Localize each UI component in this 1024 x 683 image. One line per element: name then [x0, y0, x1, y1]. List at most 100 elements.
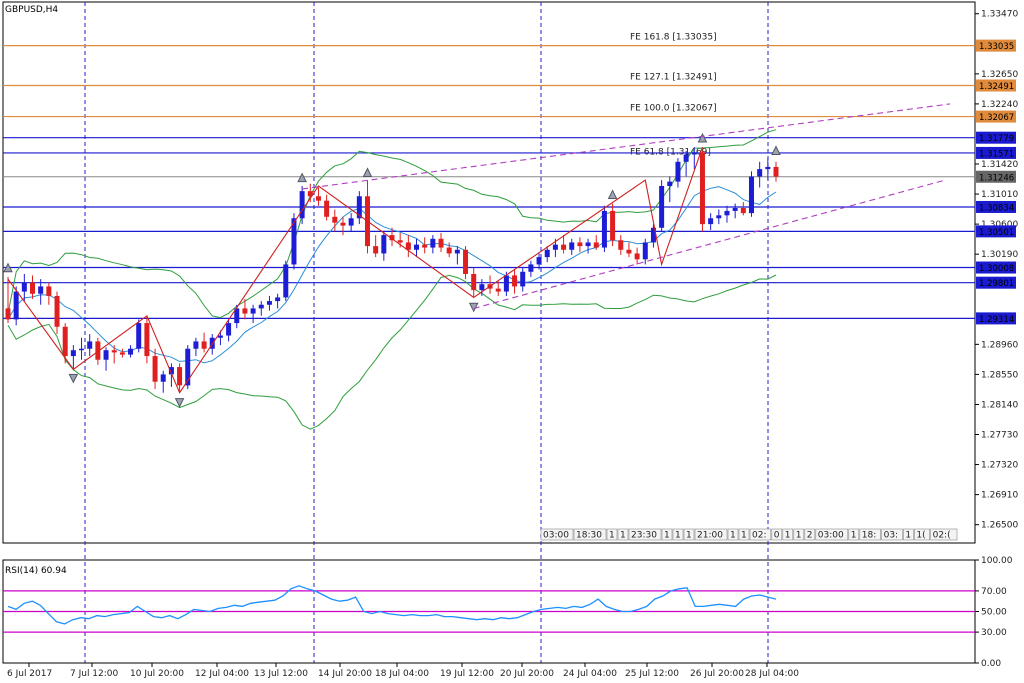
candle[interactable]: [405, 235, 411, 258]
candle[interactable]: [21, 273, 27, 302]
candle[interactable]: [168, 363, 174, 387]
time-marker[interactable]: [540, 528, 574, 541]
candle[interactable]: [144, 315, 150, 364]
candle[interactable]: [275, 293, 281, 309]
candle[interactable]: [520, 268, 526, 292]
candle[interactable]: [87, 334, 93, 357]
time-marker[interactable]: [815, 528, 849, 541]
candle[interactable]: [634, 247, 640, 265]
candle[interactable]: [250, 304, 256, 324]
candle[interactable]: [46, 282, 52, 305]
candle[interactable]: [454, 246, 460, 265]
candle[interactable]: [601, 205, 607, 252]
candle[interactable]: [38, 279, 44, 305]
candle[interactable]: [512, 269, 518, 294]
candle[interactable]: [422, 237, 428, 254]
time-marker[interactable]: [914, 528, 930, 541]
time-marker[interactable]: [881, 528, 903, 541]
candle[interactable]: [193, 337, 199, 357]
candle[interactable]: [593, 235, 599, 250]
candle[interactable]: [160, 370, 166, 393]
time-marker[interactable]: [573, 528, 607, 541]
candle[interactable]: [283, 260, 289, 302]
time-marker[interactable]: [672, 528, 684, 541]
time-marker[interactable]: [617, 528, 629, 541]
candle[interactable]: [544, 246, 550, 263]
candle[interactable]: [528, 260, 534, 277]
time-marker[interactable]: [804, 528, 816, 541]
candle[interactable]: [414, 238, 420, 258]
candle[interactable]: [642, 238, 648, 265]
candle[interactable]: [348, 213, 354, 232]
time-marker[interactable]: [859, 528, 881, 541]
candle[interactable]: [185, 345, 191, 390]
candle[interactable]: [691, 147, 697, 170]
candle[interactable]: [610, 203, 616, 247]
candle[interactable]: [119, 348, 125, 358]
time-marker[interactable]: [661, 528, 673, 541]
candle[interactable]: [13, 286, 19, 326]
candle[interactable]: [650, 224, 656, 248]
time-marker[interactable]: [749, 528, 772, 541]
time-marker[interactable]: [727, 528, 739, 541]
candle[interactable]: [103, 347, 109, 371]
candle[interactable]: [5, 276, 11, 324]
candle[interactable]: [438, 232, 444, 252]
time-marker[interactable]: [848, 528, 860, 541]
candle[interactable]: [177, 363, 183, 393]
candle[interactable]: [332, 209, 338, 232]
time-marker[interactable]: [694, 528, 728, 541]
price-pane[interactable]: FE 161.8 [1.33035] FE 127.1 [1.32491] FE 1…: [2, 1, 976, 663]
time-marker[interactable]: [683, 528, 695, 541]
candle[interactable]: [234, 304, 240, 329]
time-marker[interactable]: [738, 528, 750, 541]
candle[interactable]: [111, 345, 117, 364]
candle[interactable]: [315, 187, 321, 206]
time-marker[interactable]: [903, 528, 914, 541]
candle[interactable]: [258, 301, 264, 316]
candle[interactable]: [389, 227, 395, 247]
time-marker[interactable]: [930, 528, 958, 541]
candle[interactable]: [716, 209, 722, 225]
time-marker[interactable]: [793, 528, 805, 541]
candle[interactable]: [495, 281, 501, 296]
candle[interactable]: [201, 332, 207, 353]
candle[interactable]: [324, 194, 330, 221]
candle[interactable]: [659, 180, 665, 232]
candle[interactable]: [699, 150, 705, 232]
candle[interactable]: [577, 237, 583, 252]
candle[interactable]: [136, 319, 142, 353]
candle[interactable]: [381, 231, 387, 261]
candle[interactable]: [128, 345, 134, 358]
time-marker[interactable]: [782, 528, 794, 541]
candle[interactable]: [675, 158, 681, 188]
candle[interactable]: [585, 238, 591, 254]
candle[interactable]: [667, 176, 673, 203]
candle[interactable]: [152, 348, 158, 390]
candle[interactable]: [773, 161, 779, 182]
candle[interactable]: [536, 253, 542, 270]
candle[interactable]: [242, 298, 248, 320]
candle[interactable]: [62, 323, 68, 364]
candle[interactable]: [724, 205, 730, 223]
time-marker[interactable]: [771, 528, 783, 541]
time-marker[interactable]: [606, 528, 618, 541]
candle[interactable]: [765, 158, 771, 181]
candle[interactable]: [561, 235, 567, 254]
candle[interactable]: [70, 345, 76, 370]
candle[interactable]: [79, 337, 85, 360]
candle[interactable]: [226, 319, 232, 342]
candle[interactable]: [446, 242, 452, 258]
candle[interactable]: [740, 202, 746, 216]
candle[interactable]: [340, 216, 346, 236]
rsi-pane[interactable]: [2, 559, 976, 664]
candle[interactable]: [430, 235, 436, 254]
candle[interactable]: [748, 171, 754, 217]
time-marker[interactable]: [628, 528, 662, 541]
candle[interactable]: [299, 185, 305, 225]
candle[interactable]: [471, 268, 477, 298]
candle[interactable]: [732, 203, 738, 219]
candle[interactable]: [626, 242, 632, 258]
candle[interactable]: [373, 235, 379, 258]
